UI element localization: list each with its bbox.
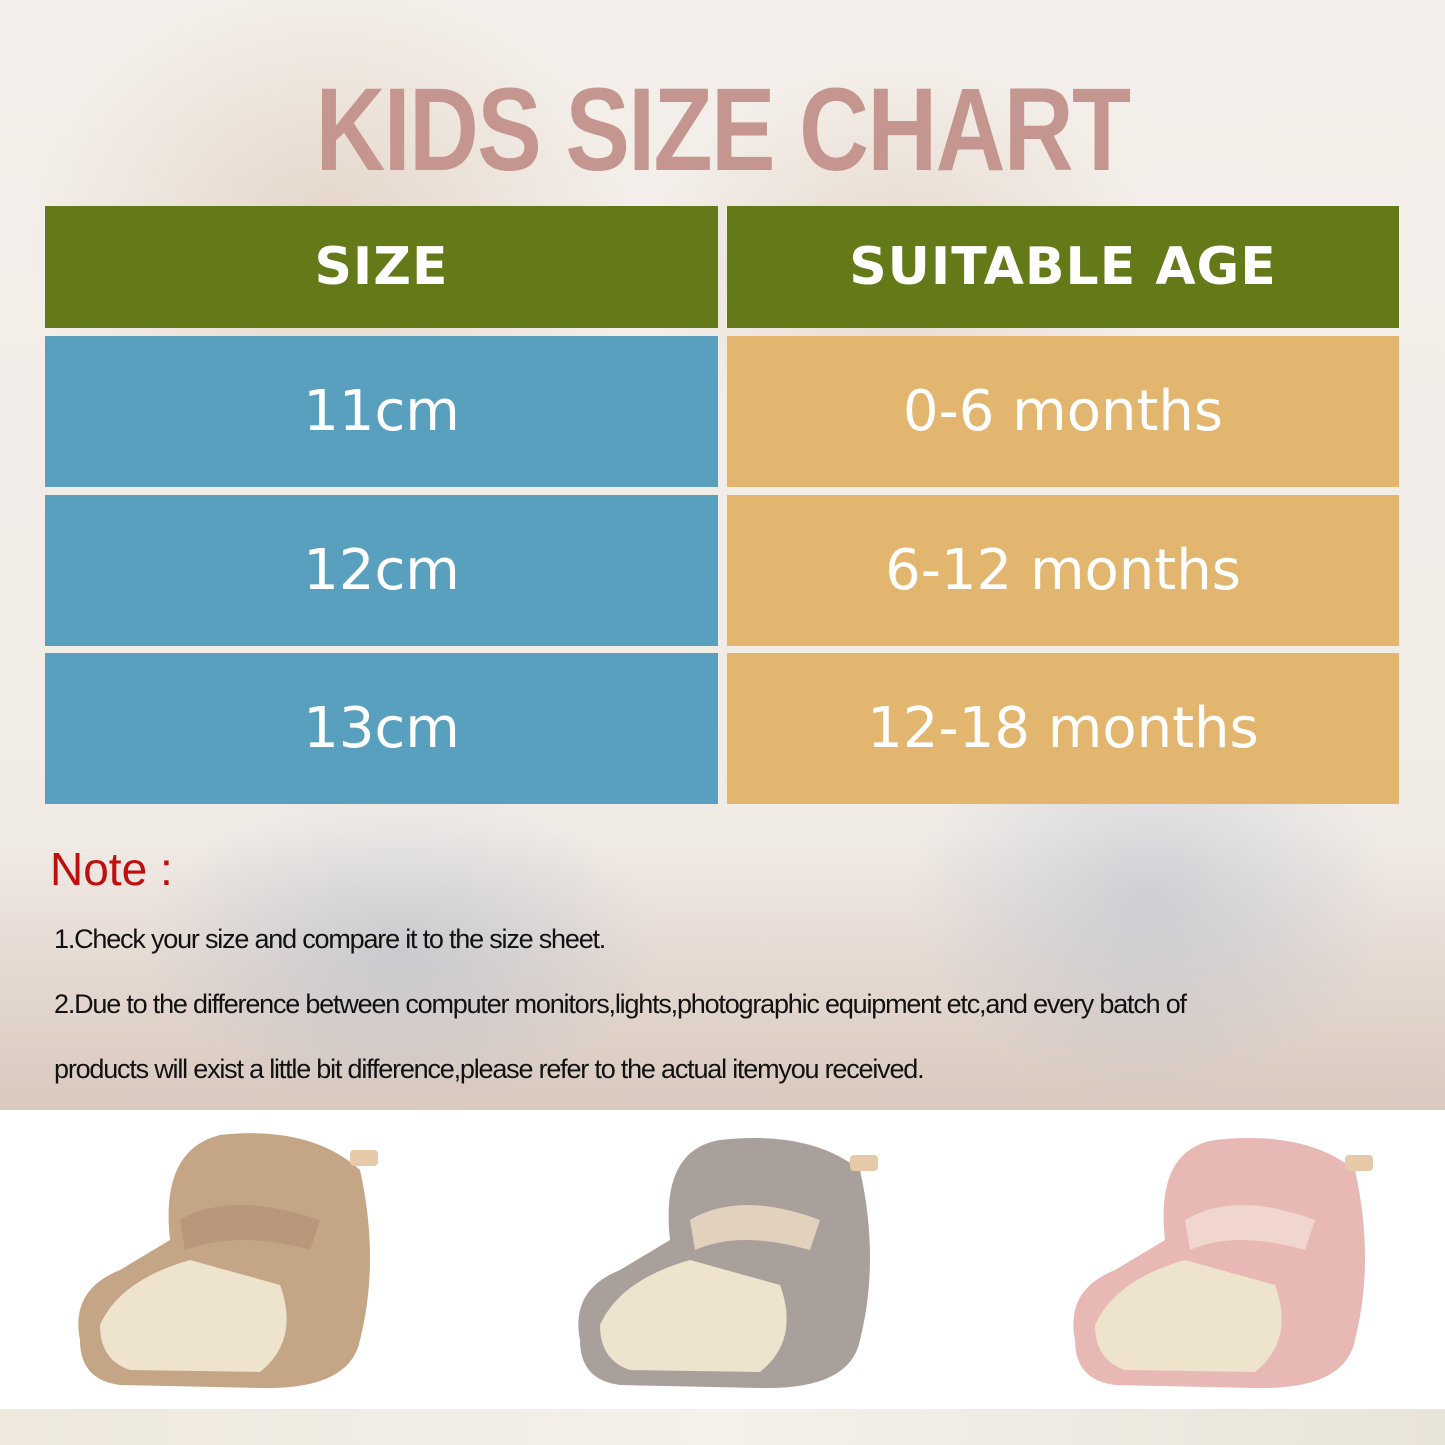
bottom-strip [0,1409,1445,1445]
size-cell: 12cm [45,495,718,646]
size-cell: 11cm [45,336,718,487]
note-label: Note : [50,843,173,895]
note-line: 1.Check your size and compare it to the … [54,924,606,954]
product-gallery [0,1110,1445,1445]
header-suitable-age: SUITABLE AGE [727,206,1399,328]
size-cell: 13cm [45,653,718,804]
age-cell: 6-12 months [727,495,1399,646]
page-title: KIDS SIZE CHART [315,64,1131,196]
gray-bootie-image [578,1138,878,1389]
age-cell: 0-6 months [727,336,1399,487]
note-line: products will exist a little bit differe… [54,1054,925,1084]
age-cell: 12-18 months [727,653,1399,804]
header-size: SIZE [45,206,718,328]
brown-bootie-image [78,1133,378,1389]
pink-bootie-image [1073,1138,1373,1389]
note-line: 2.Due to the difference between computer… [54,989,1187,1019]
